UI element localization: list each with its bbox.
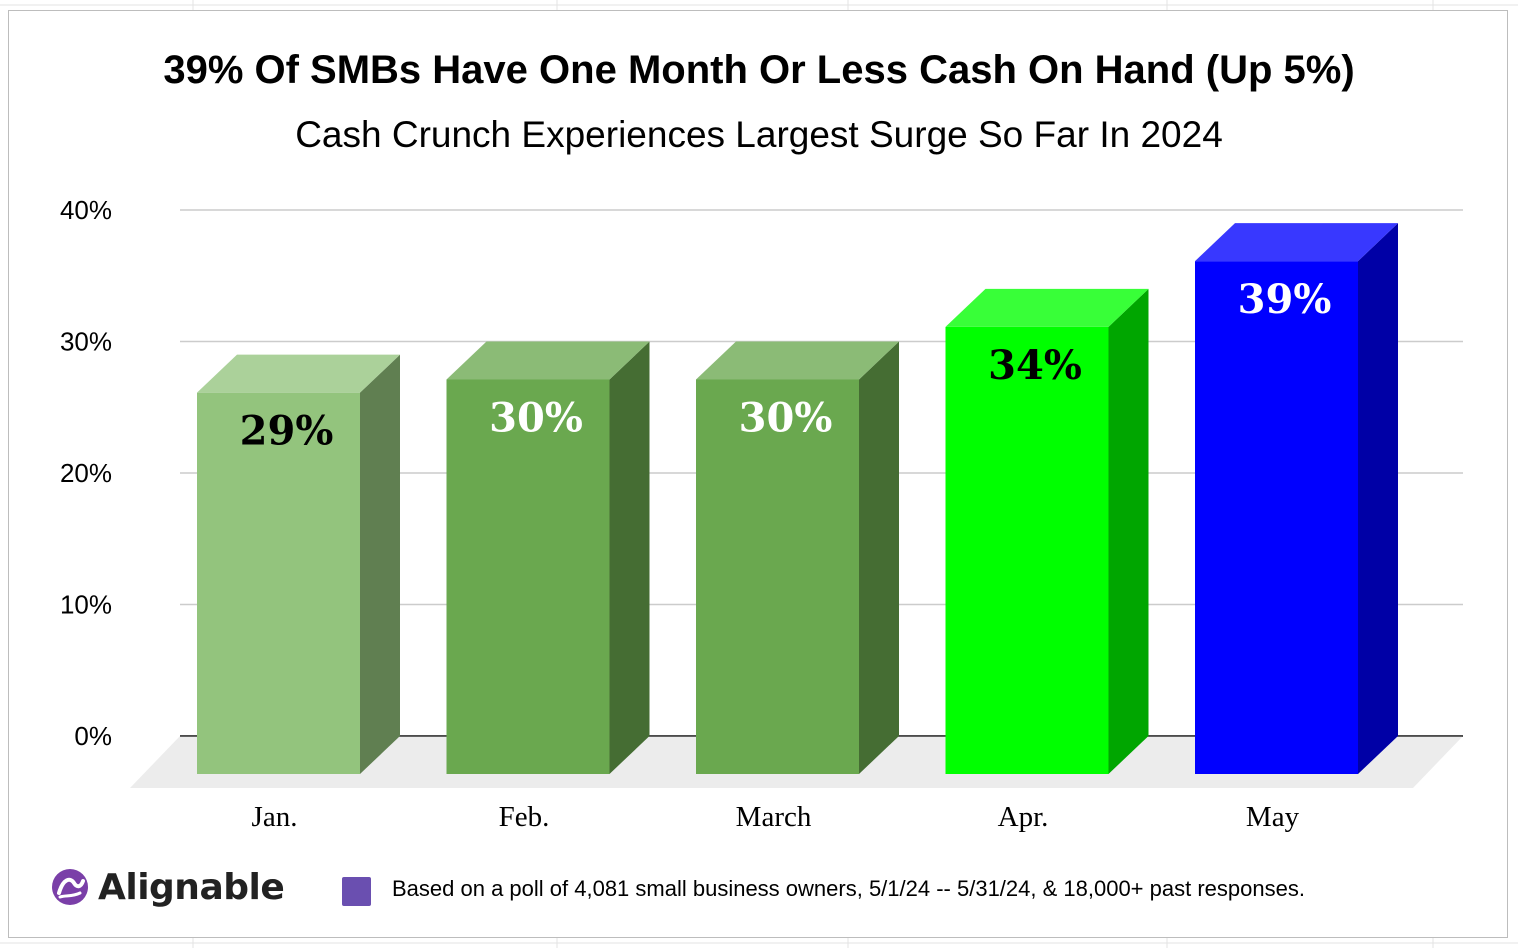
legend-swatch — [342, 877, 371, 906]
x-tick-label: March — [736, 801, 812, 833]
bar — [197, 392, 360, 774]
y-tick-label: 10% — [60, 590, 112, 620]
bar-top — [945, 288, 1149, 327]
x-tick-label: May — [1246, 801, 1300, 833]
bar-top — [1195, 223, 1398, 262]
bar — [1195, 261, 1358, 774]
y-tick-label: 0% — [74, 721, 112, 751]
bar — [696, 379, 859, 774]
bar-top — [197, 354, 400, 393]
alignable-logo-icon — [52, 869, 88, 905]
bar — [945, 326, 1109, 774]
bar-top — [446, 341, 650, 380]
footer-note: Based on a poll of 4,081 small business … — [392, 876, 1305, 901]
bar-side — [1108, 288, 1149, 774]
bar-side — [360, 354, 400, 774]
bar — [446, 379, 610, 774]
bar-side — [1358, 223, 1398, 774]
x-tick-label: Jan. — [252, 801, 298, 833]
y-tick-label: 30% — [60, 327, 112, 357]
x-tick-label: Apr. — [998, 801, 1049, 833]
brand-name: Alignable — [98, 866, 285, 908]
data-label: 34% — [988, 342, 1082, 389]
bar-side — [859, 341, 899, 774]
data-label: 30% — [489, 395, 583, 442]
data-label: 39% — [1238, 276, 1332, 323]
bar-side — [609, 341, 650, 774]
chart-title: 39% Of SMBs Have One Month Or Less Cash … — [163, 48, 1355, 92]
y-tick-label: 20% — [60, 458, 112, 488]
chart-subtitle: Cash Crunch Experiences Largest Surge So… — [295, 114, 1223, 155]
x-tick-label: Feb. — [499, 801, 550, 833]
y-tick-label: 40% — [60, 195, 112, 225]
brand-logo: Alignable — [50, 862, 285, 912]
data-label: 30% — [739, 395, 833, 442]
bar-top — [696, 341, 899, 380]
data-label: 29% — [240, 408, 334, 455]
